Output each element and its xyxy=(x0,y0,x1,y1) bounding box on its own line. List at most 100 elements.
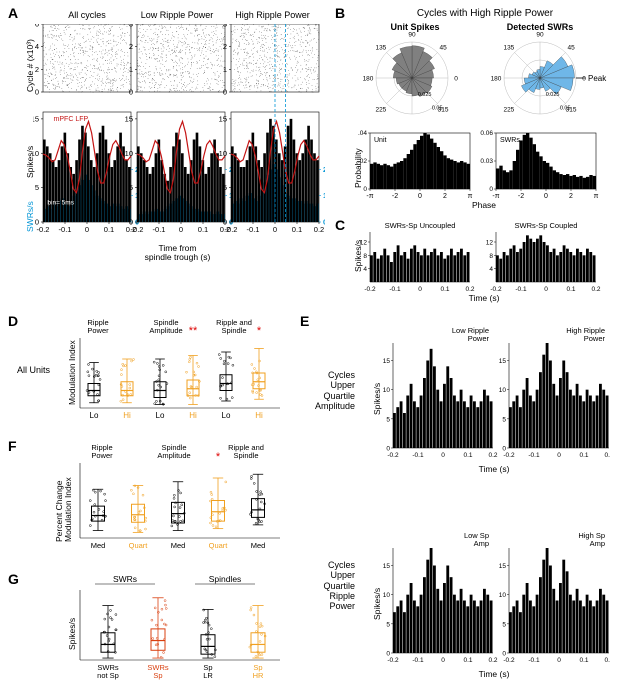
panel-g-svg: SWRsSpindlesSWRsnot SpSWRsSpSpLRSpHR xyxy=(70,576,285,684)
svg-text:**: ** xyxy=(189,325,198,337)
svg-text:mPFC LFP: mPFC LFP xyxy=(54,116,89,123)
svg-text:-0.2: -0.2 xyxy=(387,452,399,459)
svg-text:4: 4 xyxy=(363,266,367,273)
svg-text:5: 5 xyxy=(129,183,133,192)
svg-text:270: 270 xyxy=(535,120,546,121)
panel-a-svg: 0246051015012-0.2-0.100.10.2mPFC LFPbin=… xyxy=(33,24,325,246)
svg-text:135: 135 xyxy=(503,44,514,51)
svg-text:-0.2: -0.2 xyxy=(503,452,515,459)
svg-text:15: 15 xyxy=(33,114,39,123)
svg-text:5: 5 xyxy=(223,183,227,192)
svg-text:0.2: 0.2 xyxy=(314,225,324,234)
svg-text:10: 10 xyxy=(125,149,133,158)
panel-c-label: C xyxy=(335,217,345,233)
svg-text:SWRs: SWRs xyxy=(113,576,137,584)
svg-text:0.1: 0.1 xyxy=(463,452,472,459)
svg-text:π: π xyxy=(594,193,599,200)
b-title: Cycles with High Ripple Power xyxy=(370,8,600,19)
svg-text:0.1: 0.1 xyxy=(566,286,575,293)
svg-text:LR: LR xyxy=(203,671,213,680)
e-row1: Cycles Upper Quartile Amplitude xyxy=(300,370,355,411)
b-hist-xlabel: Phase xyxy=(358,200,610,210)
svg-text:180: 180 xyxy=(363,76,374,83)
svg-text:10: 10 xyxy=(499,387,507,394)
panel-b-hist: Unit00.020.04-π-202πSWRs00.030.06-π-202π xyxy=(358,125,610,203)
svg-text:-0.1: -0.1 xyxy=(528,452,540,459)
svg-text:0.2: 0.2 xyxy=(488,657,497,664)
svg-text:Amplitude: Amplitude xyxy=(157,451,190,460)
svg-text:Quart: Quart xyxy=(129,541,149,550)
svg-text:5: 5 xyxy=(386,416,390,423)
panel-d-label: D xyxy=(8,313,18,329)
e-xl2: Time (s) xyxy=(378,669,610,679)
svg-text:-0.1: -0.1 xyxy=(153,225,166,234)
svg-text:15: 15 xyxy=(383,563,391,570)
svg-text:Med: Med xyxy=(91,541,106,550)
svg-text:-π: -π xyxy=(492,193,499,200)
svg-text:45: 45 xyxy=(439,44,447,51)
svg-text:0: 0 xyxy=(418,193,422,200)
svg-text:Hi: Hi xyxy=(255,411,263,420)
svg-text:0.1: 0.1 xyxy=(292,225,302,234)
svg-text:10: 10 xyxy=(499,592,507,599)
panel-e-row2: Low SpAmp051015-0.2-0.100.10.2High SpAmp… xyxy=(378,530,610,670)
svg-text:135: 135 xyxy=(375,44,386,51)
svg-text:-0.1: -0.1 xyxy=(247,225,260,234)
svg-text:Spindle: Spindle xyxy=(221,326,246,335)
svg-text:6: 6 xyxy=(35,24,39,29)
svg-text:Med: Med xyxy=(171,541,186,550)
svg-text:2: 2 xyxy=(35,65,39,74)
svg-text:HR: HR xyxy=(253,671,264,680)
svg-text:Power: Power xyxy=(468,334,490,343)
svg-text:0.025: 0.025 xyxy=(546,92,560,98)
svg-text:π: π xyxy=(468,193,473,200)
svg-text:Power: Power xyxy=(584,334,606,343)
svg-text:SWRs: SWRs xyxy=(500,137,520,144)
svg-text:10: 10 xyxy=(33,149,39,158)
svg-text:Spindles: Spindles xyxy=(209,576,242,584)
panel-d-svg: RipplePowerSpindleAmplitudeRipple andSpi… xyxy=(70,318,285,426)
svg-text:90: 90 xyxy=(536,32,544,39)
svg-text:15: 15 xyxy=(499,358,507,365)
svg-text:not Sp: not Sp xyxy=(97,671,119,680)
svg-text:5: 5 xyxy=(502,621,506,628)
svg-text:0: 0 xyxy=(223,88,227,97)
svg-text:0: 0 xyxy=(544,286,548,293)
svg-text:0.06: 0.06 xyxy=(480,130,493,137)
svg-text:Unit: Unit xyxy=(374,137,387,144)
svg-text:0: 0 xyxy=(418,286,422,293)
svg-text:2: 2 xyxy=(223,42,227,51)
svg-text:5: 5 xyxy=(502,416,506,423)
svg-text:0.1: 0.1 xyxy=(463,657,472,664)
svg-text:Hi: Hi xyxy=(189,411,197,420)
svg-text:-0.2: -0.2 xyxy=(387,657,399,664)
svg-text:0: 0 xyxy=(363,186,367,193)
svg-text:10: 10 xyxy=(383,592,391,599)
panel-f-svg: RipplePowerSpindleAmplitudeRipple andSpi… xyxy=(70,443,285,561)
svg-text:225: 225 xyxy=(503,107,514,114)
svg-text:0: 0 xyxy=(582,76,586,83)
svg-text:0: 0 xyxy=(273,225,277,234)
svg-text:8: 8 xyxy=(489,253,493,260)
svg-text:0.1: 0.1 xyxy=(579,657,588,664)
svg-text:0.2: 0.2 xyxy=(488,452,497,459)
a-title-low: Low Ripple Power xyxy=(132,10,222,20)
svg-text:0.025: 0.025 xyxy=(418,92,432,98)
svg-text:180: 180 xyxy=(491,76,502,83)
svg-text:-0.2: -0.2 xyxy=(490,286,502,293)
svg-text:12: 12 xyxy=(360,240,368,247)
svg-text:1: 1 xyxy=(223,65,227,74)
svg-text:2: 2 xyxy=(443,193,447,200)
svg-text:-0.1: -0.1 xyxy=(528,657,540,664)
svg-text:Peak: Peak xyxy=(588,74,607,83)
svg-text:-0.1: -0.1 xyxy=(412,657,424,664)
svg-text:0: 0 xyxy=(454,76,458,83)
svg-text:Quart: Quart xyxy=(209,541,229,550)
a-title-all: All cycles xyxy=(47,10,127,20)
svg-text:15: 15 xyxy=(499,563,507,570)
svg-text:0.1: 0.1 xyxy=(104,225,114,234)
svg-text:0.2: 0.2 xyxy=(604,657,610,664)
d-side: All Units xyxy=(8,365,50,375)
svg-text:0.1: 0.1 xyxy=(579,452,588,459)
svg-text:0.04: 0.04 xyxy=(358,130,367,137)
